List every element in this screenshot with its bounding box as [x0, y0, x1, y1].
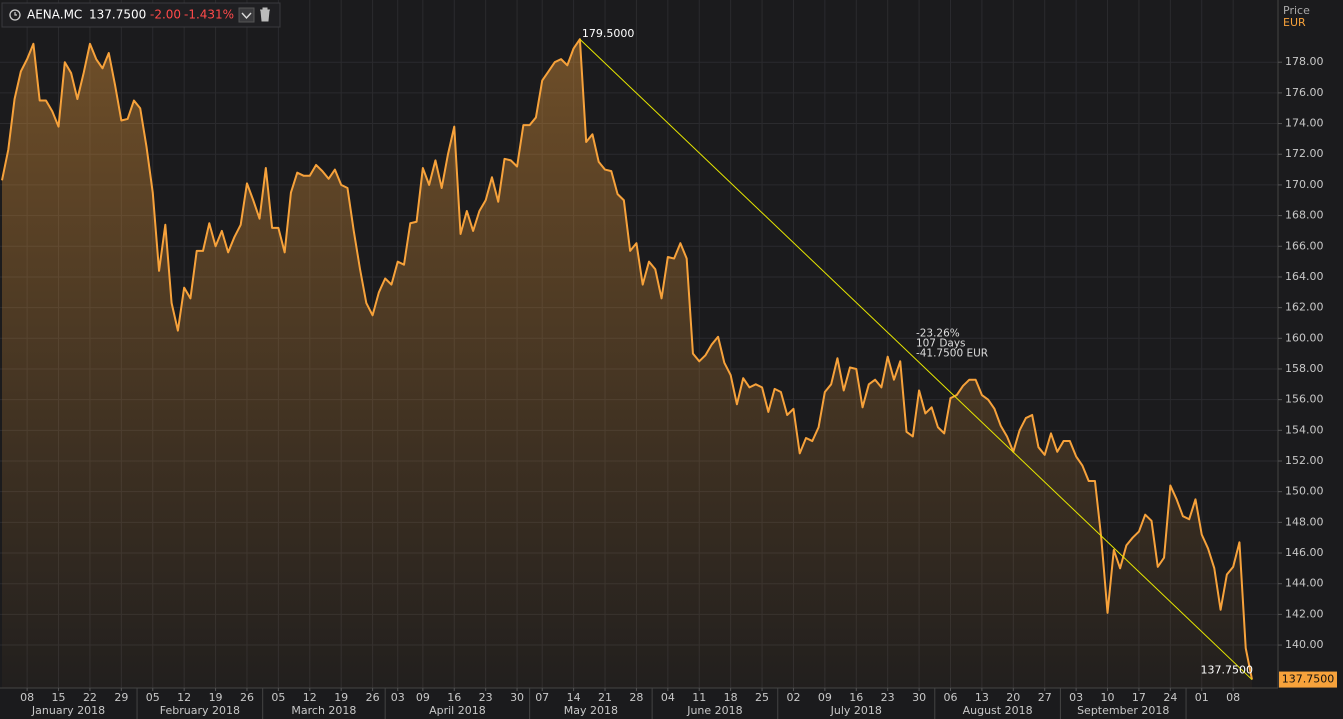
y-tick-label: 164.00	[1285, 270, 1324, 283]
y-tick-label: 150.00	[1285, 485, 1324, 498]
x-tick-label: 09	[818, 691, 832, 704]
x-tick-label: 30	[912, 691, 926, 704]
y-tick-label: 140.00	[1285, 638, 1324, 651]
x-tick-label: 03	[1069, 691, 1083, 704]
y-tick-label: 142.00	[1285, 607, 1324, 620]
delete-icon[interactable]	[260, 7, 270, 22]
y-tick-label: 154.00	[1285, 423, 1324, 436]
month-label: May 2018	[564, 704, 618, 717]
clock-icon[interactable]	[9, 9, 21, 21]
x-tick-label: 15	[52, 691, 66, 704]
y-axis-unit: EUR	[1283, 16, 1306, 29]
measure-label: -23.26%	[916, 327, 960, 339]
x-tick-label: 05	[271, 691, 285, 704]
y-tick-label: 144.00	[1285, 577, 1324, 590]
x-tick-label: 04	[661, 691, 675, 704]
clock-hand	[14, 12, 17, 16]
x-tick-label: 16	[849, 691, 863, 704]
header-box	[1, 2, 281, 28]
month-label: June 2018	[686, 704, 742, 717]
x-tick-label: 08	[1226, 691, 1240, 704]
x-tick-label: 06	[943, 691, 957, 704]
peak-label: 179.5000	[582, 27, 635, 40]
area-fill	[2, 39, 1252, 688]
x-tick-label: 11	[692, 691, 706, 704]
x-tick-label: 17	[1132, 691, 1146, 704]
x-tick-label: 08	[20, 691, 34, 704]
change: -2.00	[150, 8, 181, 22]
y-tick-label: 156.00	[1285, 393, 1324, 406]
month-label: August 2018	[963, 704, 1033, 717]
x-tick-label: 28	[629, 691, 643, 704]
y-tick-label: 172.00	[1285, 147, 1324, 160]
last-label: 137.7500	[1201, 664, 1254, 677]
month-label: July 2018	[830, 704, 882, 717]
change-pct: -1.431%	[184, 8, 234, 22]
x-tick-label: 09	[416, 691, 430, 704]
x-tick-label: 12	[303, 691, 317, 704]
y-tick-label: 146.00	[1285, 546, 1324, 559]
x-tick-label: 05	[146, 691, 160, 704]
x-tick-label: 20	[1006, 691, 1020, 704]
y-tick-label: 158.00	[1285, 362, 1324, 375]
x-tick-label: 01	[1195, 691, 1209, 704]
dropdown-arrow	[241, 12, 252, 20]
dropdown-button[interactable]	[238, 7, 255, 23]
x-tick-label: 14	[567, 691, 581, 704]
trend-line	[579, 38, 1253, 680]
y-tick-label: 152.00	[1285, 454, 1324, 467]
x-tick-label: 18	[724, 691, 738, 704]
x-tick-label: 07	[535, 691, 549, 704]
header: AENA.MC 137.7500 -2.00 -1.431%	[1, 2, 281, 28]
y-tick-label: 160.00	[1285, 331, 1324, 344]
month-label: April 2018	[429, 704, 486, 717]
y-tick-label: 168.00	[1285, 209, 1324, 222]
x-tick-label: 16	[447, 691, 461, 704]
x-tick-label: 26	[366, 691, 380, 704]
x-tick-label: 03	[391, 691, 405, 704]
last-price: 137.7500	[89, 8, 146, 22]
y-tick-label: 148.00	[1285, 515, 1324, 528]
last-price-tag-label: 137.7500	[1282, 673, 1335, 686]
x-tick-label: 23	[881, 691, 895, 704]
x-tick-label: 13	[975, 691, 989, 704]
y-tick-label: 162.00	[1285, 301, 1324, 314]
x-tick-label: 10	[1101, 691, 1115, 704]
y-tick-label: 170.00	[1285, 178, 1324, 191]
last-price-tag	[1279, 671, 1337, 688]
x-tick-label: 24	[1163, 691, 1177, 704]
x-tick-label: 29	[114, 691, 128, 704]
y-tick-label: 166.00	[1285, 239, 1324, 252]
month-label: March 2018	[291, 704, 356, 717]
price-line	[1, 38, 1253, 680]
x-tick-label: 19	[209, 691, 223, 704]
measure-label: 107 Days	[916, 337, 966, 349]
x-tick-label: 30	[510, 691, 524, 704]
x-tick-label: 23	[479, 691, 493, 704]
plot	[1, 38, 1253, 688]
x-tick-label: 02	[786, 691, 800, 704]
y-axis-title: Price	[1283, 4, 1310, 17]
month-label: February 2018	[160, 704, 240, 717]
month-label: September 2018	[1077, 704, 1169, 717]
x-tick-label: 12	[177, 691, 191, 704]
x-tick-label: 22	[83, 691, 97, 704]
month-label: January 2018	[31, 704, 105, 717]
symbol: AENA.MC	[27, 8, 82, 22]
measure-label: -41.7500 EUR	[916, 347, 988, 359]
x-tick-label: 27	[1038, 691, 1052, 704]
x-tick-label: 19	[334, 691, 348, 704]
y-tick-label: 174.00	[1285, 117, 1324, 130]
y-tick-label: 178.00	[1285, 55, 1324, 68]
x-tick-label: 25	[755, 691, 769, 704]
x-tick-label: 21	[598, 691, 612, 704]
y-tick-label: 176.00	[1285, 86, 1324, 99]
x-tick-label: 26	[240, 691, 254, 704]
